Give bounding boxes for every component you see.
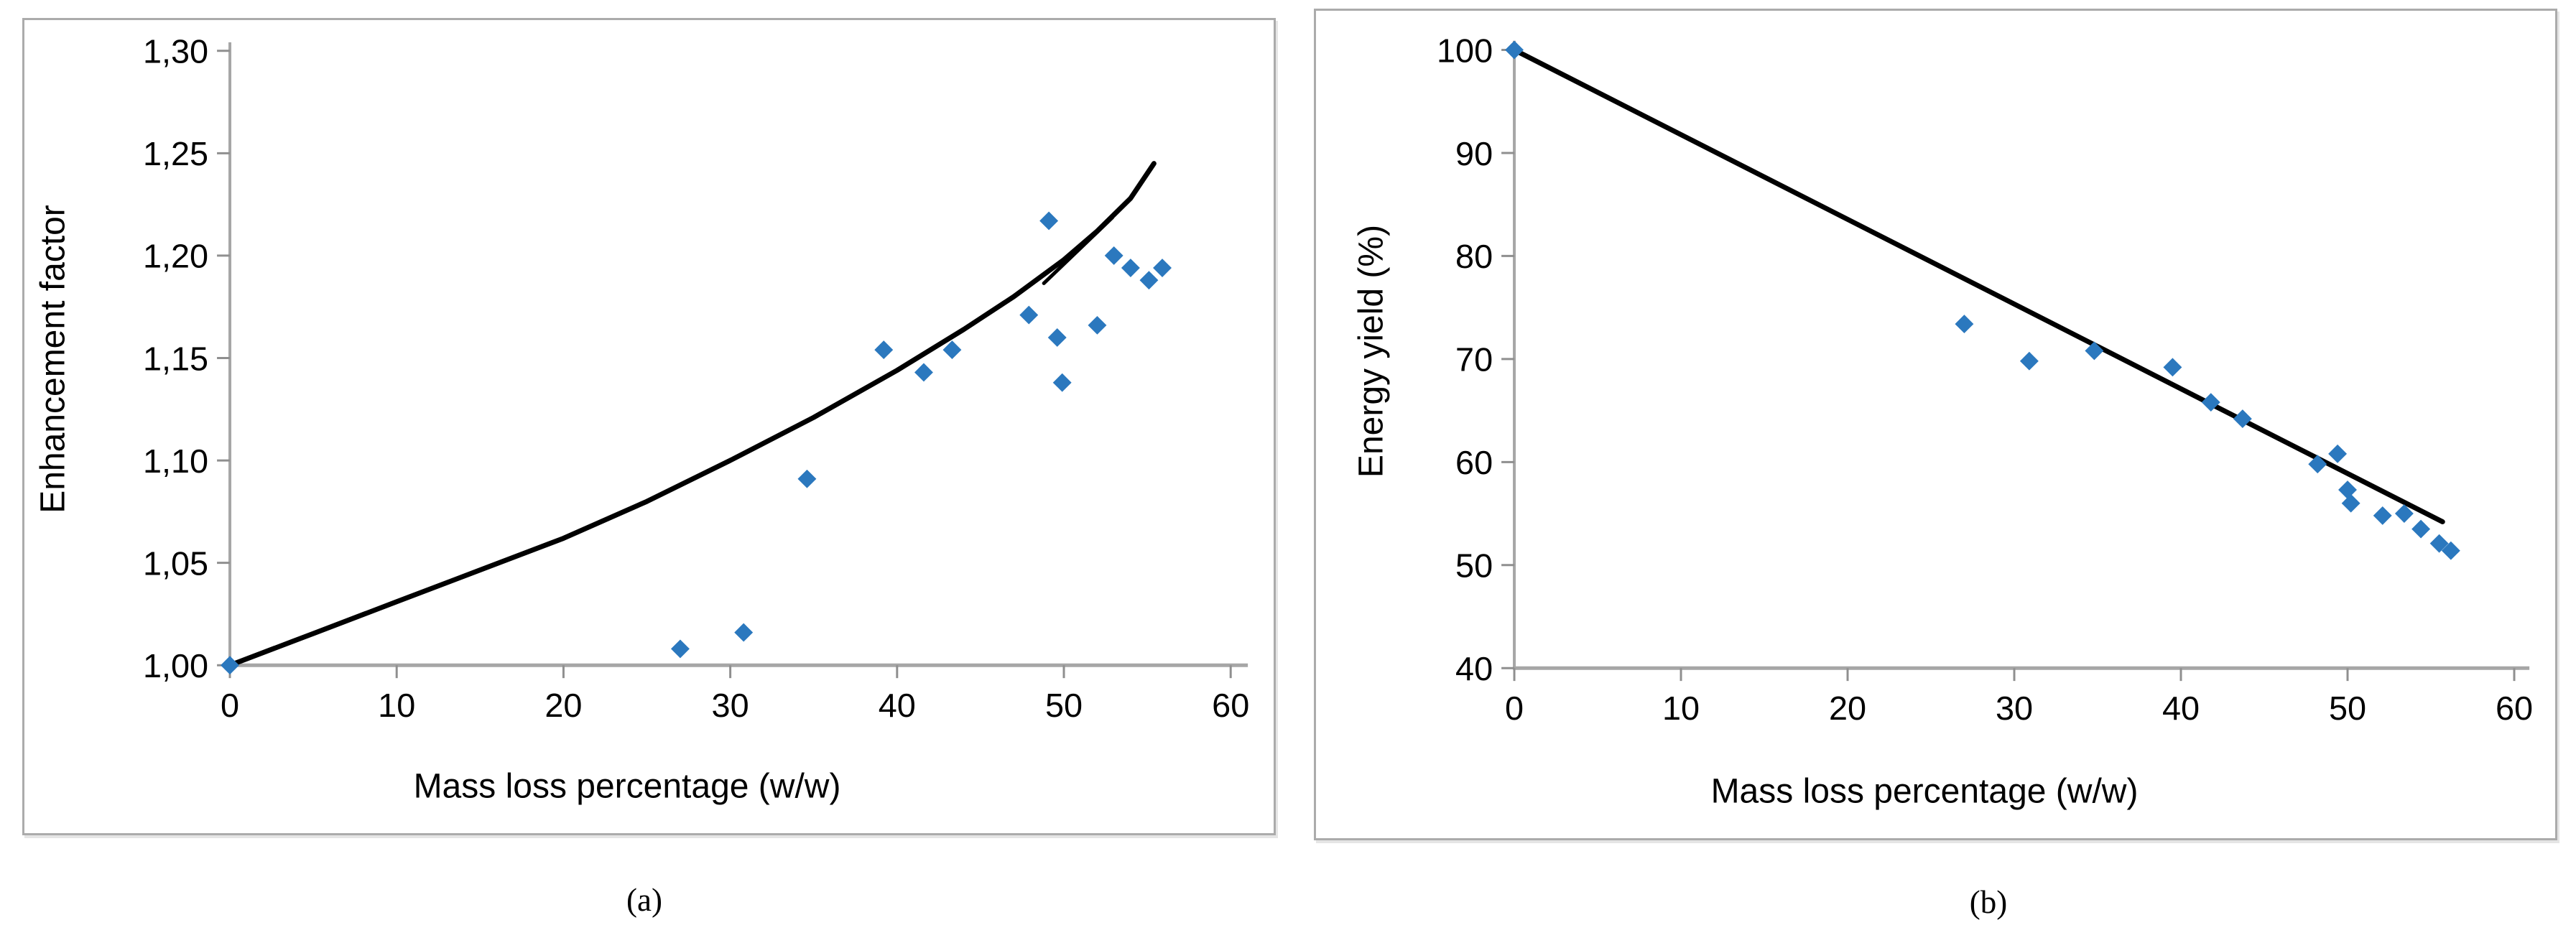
x-tick-label: 0 <box>221 687 239 724</box>
x-tick-label: 40 <box>879 687 916 724</box>
data-point-marker <box>2085 341 2104 361</box>
trend-line-secondary <box>1042 215 1114 285</box>
data-point-marker <box>1039 211 1059 231</box>
data-point-marker <box>2373 506 2392 525</box>
y-tick-label: 1,00 <box>143 647 208 684</box>
data-point-marker <box>1019 305 1039 325</box>
x-axis-title-mass-loss-b: Mass loss percentage (w/w) <box>1710 772 2139 811</box>
data-point-marker <box>1955 315 1974 334</box>
y-tick-label: 40 <box>1455 650 1493 687</box>
data-point-marker <box>221 656 239 675</box>
y-tick-label: 1,30 <box>143 33 208 70</box>
y-tick-label: 1,10 <box>143 442 208 480</box>
x-tick-label: 30 <box>712 687 749 724</box>
y-tick-label: 1,20 <box>143 238 208 275</box>
data-point-marker <box>2341 493 2360 513</box>
trend-line <box>227 161 1157 668</box>
data-point-marker <box>1052 373 1072 392</box>
y-axis-title-energy-yield: Energy yield (%) <box>1352 224 1391 478</box>
data-point-marker <box>2394 504 2414 523</box>
x-tick-label: 20 <box>545 687 582 724</box>
y-tick-label: 100 <box>1437 32 1493 69</box>
data-point-marker <box>2233 409 2252 429</box>
caption-a: (a) <box>626 882 662 918</box>
x-tick-label: 60 <box>2496 689 2533 727</box>
y-tick-label: 80 <box>1455 238 1493 275</box>
x-tick-label: 0 <box>1505 689 1524 727</box>
x-tick-label: 10 <box>378 687 415 724</box>
data-point-marker <box>797 469 817 488</box>
data-point-marker <box>670 639 690 659</box>
data-point-marker <box>2201 393 2220 412</box>
data-point-marker <box>1047 328 1067 347</box>
data-point-marker <box>2411 519 2431 539</box>
data-point-marker <box>1121 259 1140 277</box>
y-tick-label: 1,25 <box>143 135 208 172</box>
x-tick-label: 40 <box>2162 689 2200 727</box>
y-tick-label: 1,05 <box>143 545 208 582</box>
data-point-marker <box>2163 358 2182 377</box>
x-tick-label: 50 <box>2329 689 2366 727</box>
y-tick-label: 70 <box>1455 341 1493 379</box>
y-axis-title-enhancement-factor: Enhancement factor <box>34 205 73 514</box>
chart-panel-b: 40 50 60 70 80 90 100 0 10 20 30 40 50 60 Energy yiel… <box>1314 9 2557 840</box>
y-tick-label: 1,15 <box>143 340 208 377</box>
caption-b: (b) <box>1969 884 2008 920</box>
y-tick-label: 50 <box>1455 547 1493 585</box>
x-tick-label: 30 <box>1996 689 2033 727</box>
data-point-marker <box>2328 444 2348 463</box>
x-tick-label: 50 <box>1045 687 1083 724</box>
y-tick-label: 90 <box>1455 135 1493 172</box>
data-point-marker <box>1104 246 1123 265</box>
data-point-marker <box>1088 315 1107 335</box>
chart-panel-a: 1,00 1,05 1,10 1,15 1,20 1,25 1,30 0 10 20 30 40 50 6… <box>22 18 1276 835</box>
data-point-marker <box>1505 40 1524 60</box>
data-point-marker <box>1153 259 1172 277</box>
data-point-marker <box>2338 480 2357 499</box>
scatter-chart-a: 1,00 1,05 1,10 1,15 1,20 1,25 1,30 0 10 20 30 40 50 6… <box>143 33 1249 724</box>
data-point-marker <box>914 363 933 382</box>
scatter-chart-b: 40 50 60 70 80 90 100 0 10 20 30 40 50 60 <box>1437 32 2533 727</box>
x-tick-label: 60 <box>1212 687 1249 724</box>
data-point-marker <box>874 340 894 360</box>
data-point-marker <box>2019 351 2039 371</box>
x-axis-title-mass-loss-a: Mass loss percentage (w/w) <box>413 767 841 806</box>
data-point-marker <box>1139 271 1159 290</box>
x-tick-label: 20 <box>1829 689 1866 727</box>
trend-line <box>1511 47 2445 524</box>
x-tick-label: 10 <box>1662 689 1700 727</box>
data-point-marker <box>734 623 754 642</box>
data-point-marker <box>942 340 962 360</box>
y-tick-label: 60 <box>1455 444 1493 481</box>
